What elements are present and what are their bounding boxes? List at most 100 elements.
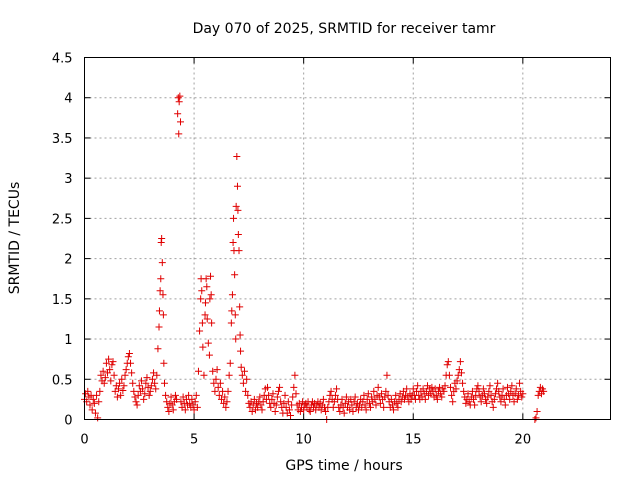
data-point xyxy=(436,383,444,391)
data-point xyxy=(108,361,116,369)
data-point xyxy=(233,182,241,190)
data-point xyxy=(441,382,449,390)
data-point xyxy=(137,377,145,385)
data-point xyxy=(394,403,402,411)
data-point xyxy=(490,395,498,403)
data-point xyxy=(102,359,110,367)
data-point xyxy=(377,390,385,398)
data-point xyxy=(231,271,239,279)
data-point xyxy=(432,391,440,399)
data-point xyxy=(203,315,211,323)
data-point xyxy=(169,406,177,414)
data-point xyxy=(124,353,132,361)
data-point xyxy=(428,383,436,391)
data-point xyxy=(202,275,210,283)
data-point xyxy=(230,214,238,222)
data-point xyxy=(209,367,217,375)
data-point xyxy=(174,94,182,102)
data-point xyxy=(362,406,370,414)
data-point xyxy=(421,395,429,403)
data-point xyxy=(331,391,339,399)
data-point xyxy=(360,391,368,399)
data-point xyxy=(534,391,542,399)
data-point xyxy=(192,391,200,399)
data-point xyxy=(243,375,251,383)
data-point xyxy=(445,371,453,379)
data-point xyxy=(264,383,272,391)
data-point xyxy=(372,401,380,409)
data-point xyxy=(155,307,163,315)
data-point xyxy=(226,359,234,367)
data-point xyxy=(499,385,507,393)
x-axis-title: GPS time / hours xyxy=(285,458,402,474)
data-point xyxy=(110,371,118,379)
data-point xyxy=(414,382,422,390)
data-point xyxy=(285,406,293,414)
data-point xyxy=(237,347,245,355)
data-point xyxy=(95,398,103,406)
data-point xyxy=(248,407,256,415)
plot-frame xyxy=(84,57,611,420)
y-tick-label: 2 xyxy=(64,253,72,268)
x-tick-label: 5 xyxy=(190,433,198,448)
data-point xyxy=(274,387,282,395)
data-point xyxy=(371,395,379,403)
data-point xyxy=(94,414,102,422)
data-point xyxy=(459,379,467,387)
data-point xyxy=(284,398,292,406)
data-point xyxy=(165,407,173,415)
data-point xyxy=(129,379,137,387)
data-point xyxy=(101,374,109,382)
data-point xyxy=(90,399,98,407)
data-point xyxy=(291,371,299,379)
data-point xyxy=(134,391,142,399)
data-point xyxy=(176,118,184,126)
x-tick-label: 0 xyxy=(80,433,88,448)
data-point xyxy=(197,295,205,303)
data-point xyxy=(141,390,149,398)
data-point xyxy=(472,391,480,399)
data-point xyxy=(201,311,209,319)
data-point xyxy=(154,345,162,353)
data-point xyxy=(220,399,228,407)
data-point xyxy=(173,395,181,403)
y-tick-label: 4.5 xyxy=(52,52,73,67)
data-point xyxy=(240,367,248,375)
data-point xyxy=(484,393,492,401)
data-point xyxy=(122,366,130,374)
data-point xyxy=(160,379,168,387)
data-point xyxy=(327,387,335,395)
x-tick-label: 15 xyxy=(405,433,422,448)
data-point xyxy=(146,387,154,395)
data-point xyxy=(440,387,448,395)
chart-title: Day 070 of 2025, SRMTID for receiver tam… xyxy=(193,21,496,37)
data-point xyxy=(203,283,211,291)
data-point xyxy=(361,401,369,409)
data-point xyxy=(228,307,236,315)
data-point xyxy=(88,406,96,414)
data-point xyxy=(449,398,457,406)
data-point xyxy=(456,358,464,366)
data-point xyxy=(503,383,511,391)
data-point xyxy=(210,379,218,387)
data-point xyxy=(258,406,266,414)
data-point xyxy=(191,398,199,406)
data-point xyxy=(483,399,491,407)
x-tick-label: 20 xyxy=(515,433,532,448)
data-point xyxy=(479,385,487,393)
data-point xyxy=(207,291,215,299)
data-point xyxy=(448,391,456,399)
data-point xyxy=(236,331,244,339)
data-point xyxy=(235,247,243,255)
data-point xyxy=(198,319,206,327)
data-point xyxy=(174,110,182,118)
data-points xyxy=(81,92,548,423)
y-axis-title: SRMTID / TECUs xyxy=(7,182,23,295)
data-point xyxy=(193,403,201,411)
data-point xyxy=(367,403,375,411)
data-point xyxy=(384,391,392,399)
data-point xyxy=(516,379,524,387)
data-point xyxy=(495,387,503,395)
data-point xyxy=(465,398,473,406)
